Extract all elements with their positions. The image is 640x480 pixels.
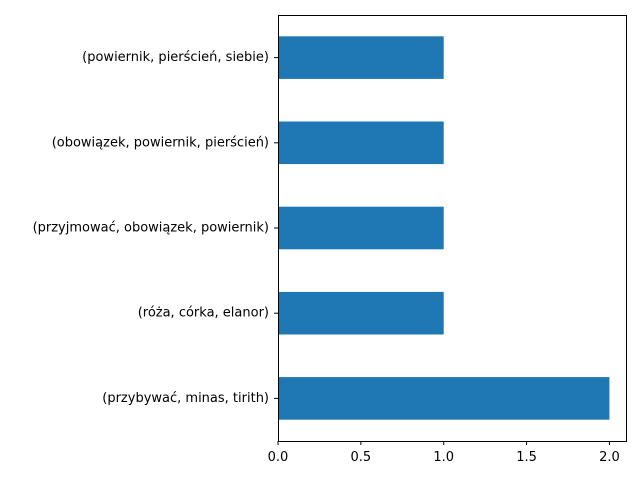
bar <box>278 291 444 335</box>
y-tick-label: (przyjmować, obowiązek, powiernik) <box>33 221 269 236</box>
x-tick-label: 1.5 <box>516 450 537 465</box>
x-tick-label: 0.5 <box>351 450 372 465</box>
y-tick-label: (obowiązek, powiernik, pierścień) <box>52 135 269 150</box>
y-tick-label: (powiernik, pierścień, siebie) <box>82 50 269 65</box>
bars-group <box>278 36 610 420</box>
bar <box>278 36 444 79</box>
plot-area-frame <box>278 15 627 442</box>
bar <box>278 206 444 250</box>
bar <box>278 377 610 420</box>
y-tick-label: (róża, córka, elanor) <box>138 306 269 321</box>
ticks-group: (przybywać, minas, tirith) (róża, córka, … <box>33 50 620 465</box>
y-tick-label: (przybywać, minas, tirith) <box>102 391 269 406</box>
x-tick-label: 1.0 <box>433 450 454 465</box>
bar <box>278 121 444 165</box>
x-tick-label: 0.0 <box>268 450 289 465</box>
x-tick-label: 2.0 <box>599 450 620 465</box>
